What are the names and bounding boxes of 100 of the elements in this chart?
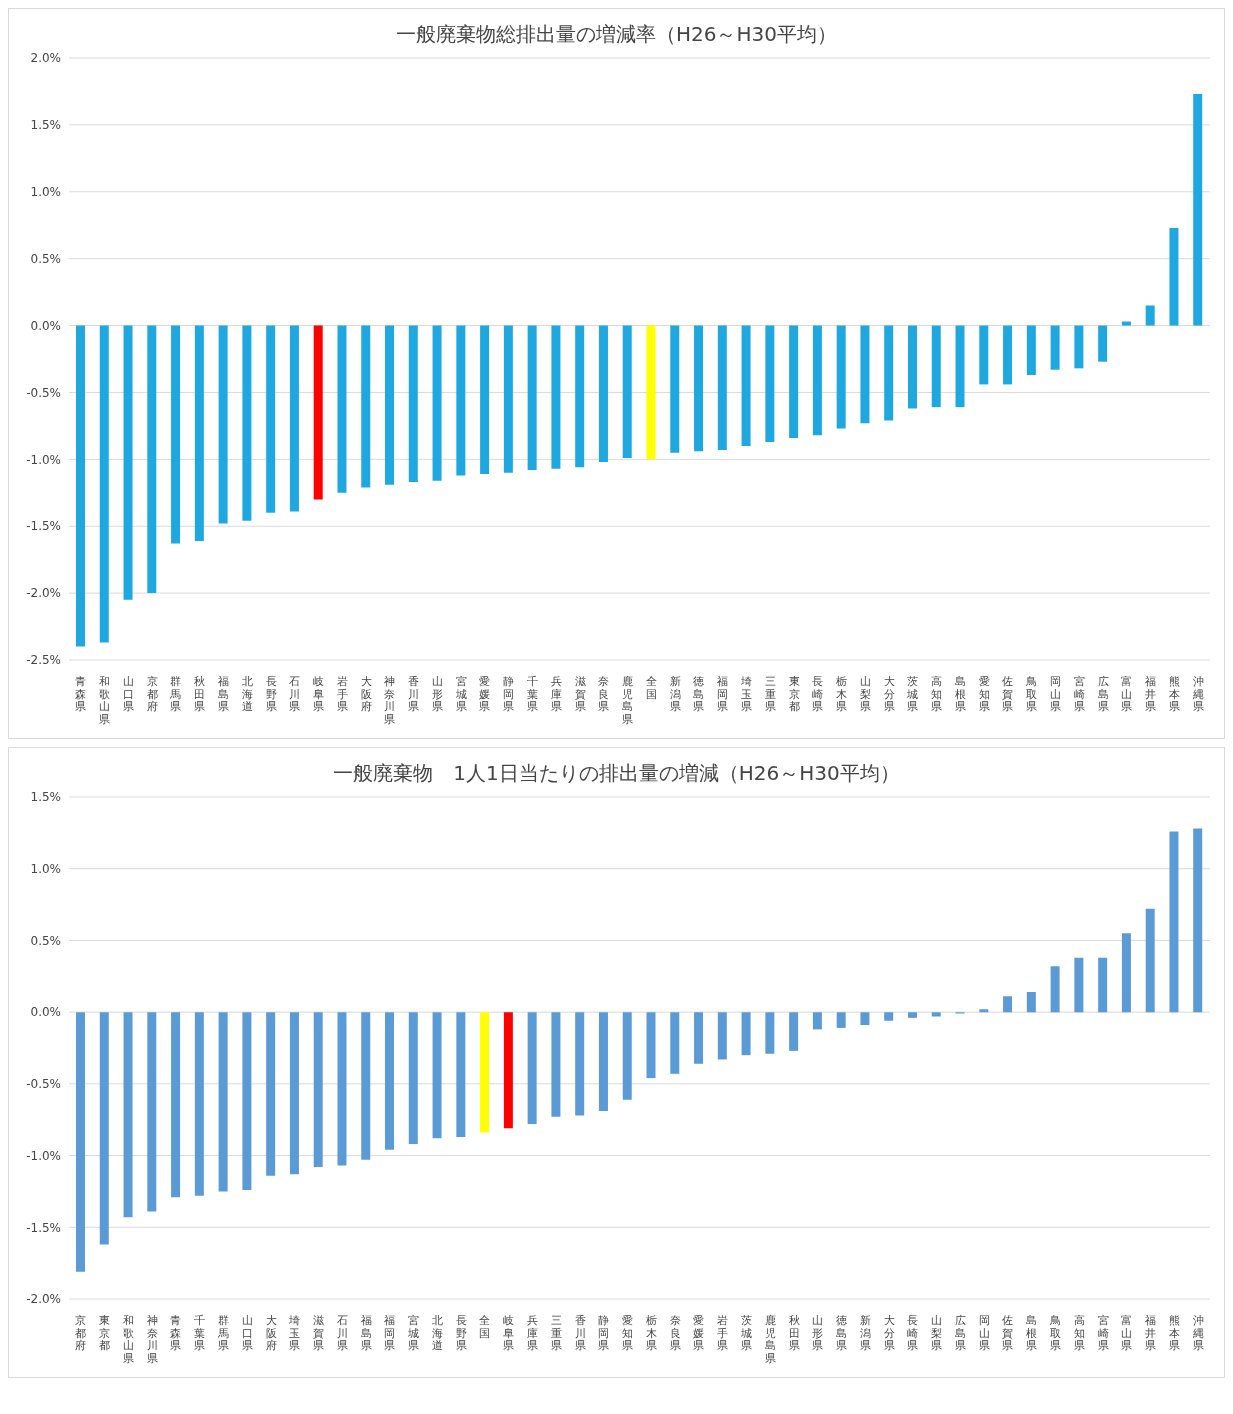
bar <box>313 325 323 500</box>
x-tick-label: 石川県 <box>336 1314 348 1352</box>
x-tick-label: 和歌山県 <box>122 1314 134 1365</box>
x-tick-label: 富山県 <box>1121 675 1133 713</box>
bar <box>789 1012 799 1051</box>
bar <box>123 1012 133 1218</box>
x-tick-label: 新潟県 <box>859 1314 871 1352</box>
bar <box>789 325 799 438</box>
x-tick-label: 長野県 <box>265 675 277 713</box>
bar <box>717 325 727 450</box>
x-tick-label: 新潟県 <box>669 675 681 713</box>
bar <box>171 1012 181 1198</box>
bar <box>1193 94 1203 326</box>
x-tick-label: 奈良県 <box>598 675 610 713</box>
bar <box>480 1012 490 1133</box>
bar <box>694 1012 704 1064</box>
bar <box>76 1012 85 1272</box>
bar <box>1074 325 1084 369</box>
bar <box>147 1012 157 1212</box>
x-tick-label: 岡山県 <box>1049 675 1061 713</box>
bar <box>527 1012 537 1125</box>
x-tick-label: 静岡県 <box>503 675 515 713</box>
bar <box>456 325 466 476</box>
x-tick-label: 奈良県 <box>669 1314 681 1352</box>
x-tick-label: 三重県 <box>764 675 776 713</box>
bar <box>1169 831 1179 1013</box>
bar <box>76 325 85 647</box>
bar <box>907 1012 917 1018</box>
x-tick-label: 山形県 <box>812 1314 824 1352</box>
x-tick-label: 宮城県 <box>407 1314 420 1352</box>
x-tick-label: 佐賀県 <box>1002 675 1014 713</box>
x-tick-label: 千葉県 <box>527 675 539 713</box>
x-tick-label: 和歌山県 <box>99 675 111 726</box>
x-tick-label: 広島県 <box>1097 675 1109 713</box>
x-tick-label: 大分県 <box>883 1314 895 1352</box>
bar <box>694 325 704 452</box>
x-tick-label: 神奈川県 <box>384 675 396 726</box>
bar <box>670 325 680 453</box>
bar <box>456 1012 466 1137</box>
bar <box>432 325 442 481</box>
bar <box>765 325 775 442</box>
bar <box>836 1012 846 1028</box>
x-tick-label: 青森県 <box>75 675 87 713</box>
y-tick-label: -1.0% <box>26 452 61 467</box>
x-tick-label: 茨城県 <box>739 1314 752 1352</box>
x-tick-label: 山形県 <box>431 675 443 713</box>
x-tick-label: 滋賀県 <box>574 675 586 713</box>
bar <box>242 1012 252 1190</box>
y-tick-label: 1.0% <box>30 185 61 200</box>
bar <box>1050 325 1060 370</box>
bar <box>1003 325 1013 385</box>
x-tick-label: 全国 <box>645 675 657 701</box>
x-tick-label: 北海道 <box>241 675 253 713</box>
x-tick-label: 熊本県 <box>1168 1314 1180 1352</box>
bar <box>503 1012 513 1129</box>
bar <box>884 1012 894 1021</box>
x-tick-label: 神奈川県 <box>146 1314 158 1365</box>
x-tick-label: 栃木県 <box>836 675 848 713</box>
y-tick-label: -1.5% <box>26 519 61 534</box>
x-tick-label: 大分県 <box>883 675 895 713</box>
y-tick-label: -2.5% <box>26 653 61 668</box>
x-tick-label: 兵庫県 <box>527 1314 539 1352</box>
bar <box>99 1012 109 1245</box>
bar <box>218 325 228 524</box>
bar <box>1026 325 1036 376</box>
bar <box>1145 908 1155 1013</box>
bar <box>147 325 157 594</box>
y-tick-label: -1.0% <box>26 1148 61 1163</box>
x-tick-label: 愛知県 <box>622 1314 634 1352</box>
bar <box>551 1012 561 1117</box>
bar <box>622 325 632 458</box>
bar <box>218 1012 228 1192</box>
bar <box>1074 957 1084 1013</box>
x-tick-label: 長崎県 <box>907 1314 919 1352</box>
x-tick-label: 徳島県 <box>693 675 705 713</box>
y-tick-label: -0.5% <box>26 1077 61 1092</box>
x-tick-label: 福島県 <box>218 675 230 713</box>
bar <box>171 325 181 544</box>
bar <box>266 325 276 513</box>
bar <box>1169 227 1179 326</box>
bar <box>979 325 989 385</box>
bar <box>432 1012 442 1139</box>
bar <box>741 325 751 446</box>
x-tick-label: 広島県 <box>954 1314 966 1352</box>
x-tick-label: 秋田県 <box>788 1314 800 1352</box>
y-tick-label: 2.0% <box>30 51 61 66</box>
bar <box>1121 933 1131 1013</box>
bar <box>123 325 133 600</box>
bar <box>289 325 299 512</box>
bar <box>1050 966 1060 1013</box>
x-tick-label: 徳島県 <box>836 1314 848 1352</box>
bar <box>812 1012 822 1030</box>
x-tick-label: 高知県 <box>931 675 943 713</box>
x-tick-label: 熊本県 <box>1168 675 1180 713</box>
bar <box>575 325 585 468</box>
x-tick-label: 福井県 <box>1145 675 1157 713</box>
x-tick-label: 岐阜県 <box>313 675 325 713</box>
x-tick-label: 香川県 <box>408 675 420 713</box>
x-tick-label: 富山県 <box>1121 1314 1133 1352</box>
bar <box>194 1012 204 1196</box>
